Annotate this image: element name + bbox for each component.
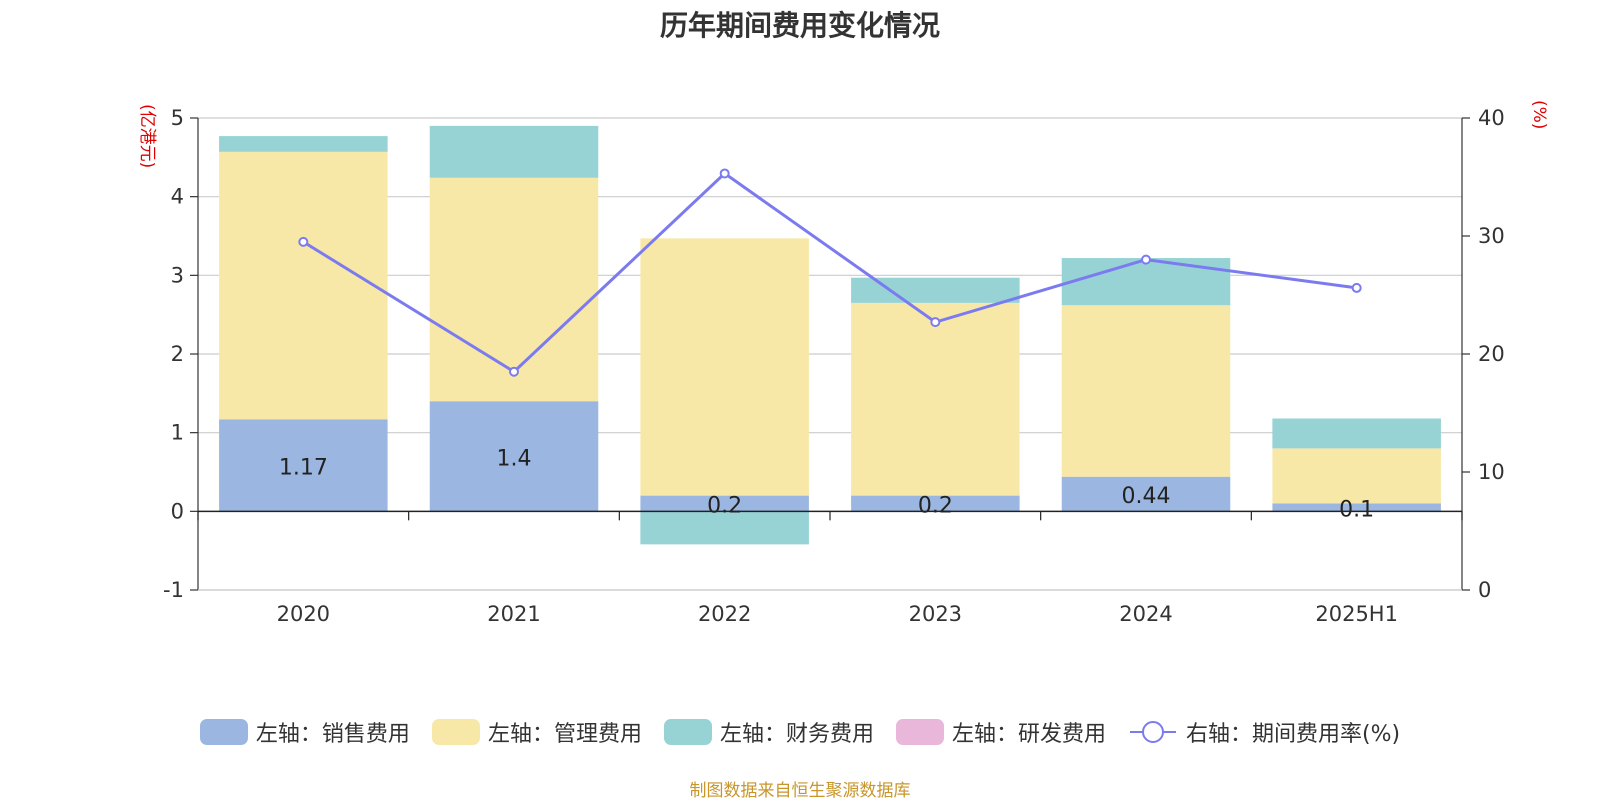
source-note: 制图数据来自恒生聚源数据库	[689, 781, 911, 801]
bar-segment-0	[1272, 503, 1441, 512]
bar-data-label: 0.44	[1122, 484, 1171, 509]
bar-segment-1	[1272, 448, 1441, 504]
expense-ratio-point	[930, 317, 941, 328]
left-axis-tick-label: 0	[171, 499, 184, 523]
legend-line-marker-icon	[1129, 721, 1176, 743]
bar-segment-2	[1272, 418, 1441, 449]
expense-ratio-point	[509, 366, 519, 377]
x-axis-tick-label: 2022	[698, 602, 751, 626]
left-axis-tick-label: 1	[171, 421, 184, 445]
legend-swatch-rd	[895, 719, 944, 745]
right-axis-tick-label: 40	[1478, 106, 1505, 130]
right-axis-tick-label: 0	[1478, 578, 1491, 602]
right-axis-tick-label: 10	[1478, 460, 1505, 484]
bar-segment-0	[640, 495, 809, 512]
chart-plot-area: -1 0 1 2 3 4 5 0 10 20 30 40 (亿港元) (%) 2020 2021 2022 202…	[137, 100, 1549, 626]
expense-ratio-point	[719, 168, 730, 179]
bar-data-label: 0.2	[707, 493, 742, 518]
legend-item-finance-expense[interactable]: 左轴：财务费用	[663, 716, 874, 748]
left-axis-tick-label: 5	[171, 106, 184, 130]
left-axis-tick-label: 4	[171, 185, 184, 209]
bar-segment-1	[1061, 305, 1231, 477]
expense-ratio-line	[302, 171, 1357, 374]
legend-label-sales: 左轴：销售费用	[255, 722, 410, 747]
bar-segment-1	[851, 302, 1020, 496]
bar-segment-1	[429, 177, 599, 402]
right-axis-unit-label: (%)	[1529, 100, 1549, 129]
right-axis-tick-label: 20	[1478, 342, 1505, 366]
bar-segment-1	[640, 238, 809, 496]
bar-segment-0	[1061, 476, 1231, 512]
legend-label-finance: 左轴：财务费用	[719, 722, 874, 747]
x-axis-tick-label: 2023	[909, 602, 962, 626]
bar-segment-1	[219, 151, 388, 420]
left-axis-unit-label: (亿港元)	[137, 104, 157, 168]
legend-swatch-sales	[199, 719, 248, 745]
bar-data-label: 1.4	[497, 446, 532, 471]
bar-segment-2	[640, 511, 809, 545]
bar-segment-0	[219, 419, 388, 512]
left-axis-tick-label: 2	[171, 342, 184, 366]
bar-segment-0	[851, 495, 1020, 512]
legend-swatch-finance	[663, 719, 712, 745]
right-axis-tick-label: 30	[1478, 224, 1505, 248]
legend-item-rd-expense[interactable]: 左轴：研发费用	[895, 716, 1106, 748]
legend-item-expense-ratio[interactable]: 右轴：期间费用率(%)	[1128, 716, 1400, 748]
bar-data-label: 0.1	[1339, 497, 1374, 522]
bar-segment-2	[1061, 258, 1231, 306]
bar-segment-2	[219, 136, 388, 152]
bar-segment-2	[429, 125, 599, 178]
x-axis-tick-label: 2020	[277, 602, 330, 626]
legend-label-admin: 左轴：管理费用	[487, 722, 642, 747]
legend-item-admin-expense[interactable]: 左轴：管理费用	[431, 716, 642, 748]
bar-segment-0	[429, 401, 599, 512]
bar-data-label: 0.2	[918, 493, 953, 518]
bar-data-label: 1.17	[279, 455, 328, 480]
x-axis-tick-label: 2021	[487, 602, 540, 626]
chart-title: 历年期间费用变化情况	[659, 9, 940, 42]
legend-label-ratio: 右轴：期间费用率(%)	[1185, 722, 1401, 747]
expense-ratio-point	[1141, 254, 1151, 265]
legend-label-rd: 左轴：研发费用	[951, 722, 1106, 747]
left-axis-tick-label: -1	[163, 578, 184, 602]
legend-item-sales-expense[interactable]: 左轴：销售费用	[199, 716, 410, 748]
x-axis-tick-label: 2024	[1119, 602, 1172, 626]
expense-ratio-point	[1351, 282, 1362, 293]
chart-legend: 左轴：销售费用 左轴：管理费用 左轴：财务费用 左轴：研发费用 右轴：期间费用率…	[0, 716, 1600, 748]
left-axis-tick-label: 3	[171, 263, 184, 287]
expense-ratio-point	[298, 236, 309, 247]
x-axis-tick-label: 2025H1	[1315, 602, 1398, 626]
legend-swatch-admin	[431, 719, 480, 745]
